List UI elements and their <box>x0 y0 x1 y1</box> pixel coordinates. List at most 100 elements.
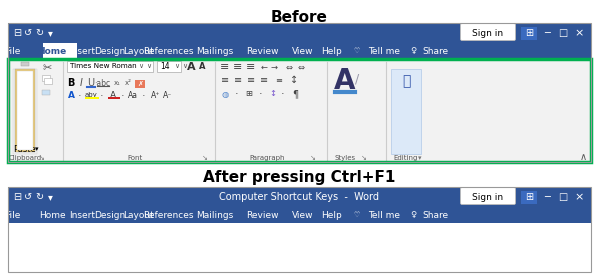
Bar <box>391 69 421 154</box>
Text: ·: · <box>121 91 125 101</box>
Text: A: A <box>110 90 116 100</box>
Text: ≡: ≡ <box>234 75 242 85</box>
Bar <box>17 71 33 150</box>
Text: ↘: ↘ <box>361 155 367 161</box>
Text: ≡: ≡ <box>247 75 255 85</box>
Text: ▾: ▾ <box>47 192 53 202</box>
Text: ♀: ♀ <box>410 210 416 220</box>
Text: Paste: Paste <box>14 145 37 153</box>
Bar <box>67 61 153 72</box>
Text: Share: Share <box>422 47 448 56</box>
Text: ¶: ¶ <box>292 89 298 99</box>
Text: ×: × <box>574 28 583 38</box>
Text: Insert: Insert <box>69 210 95 220</box>
Text: ·: · <box>142 91 146 101</box>
Bar <box>521 27 537 40</box>
Text: Review: Review <box>246 210 279 220</box>
Bar <box>8 43 591 59</box>
Text: ⊞: ⊞ <box>525 192 533 202</box>
Text: After pressing Ctrl+F1: After pressing Ctrl+F1 <box>203 170 395 185</box>
Bar <box>21 62 29 66</box>
Text: ⊟: ⊟ <box>13 28 21 38</box>
Text: ▾: ▾ <box>47 28 53 38</box>
Text: Share: Share <box>422 210 448 220</box>
Text: ◍: ◍ <box>222 90 229 98</box>
Bar <box>157 61 181 72</box>
Text: Styles: Styles <box>334 155 356 161</box>
Text: Home: Home <box>39 210 65 220</box>
Text: ─: ─ <box>544 28 550 38</box>
Text: Design: Design <box>95 47 126 56</box>
Text: ⇔: ⇔ <box>298 62 304 71</box>
Text: ≡: ≡ <box>221 75 229 85</box>
Text: ↕: ↕ <box>270 90 277 98</box>
Text: ≡: ≡ <box>276 76 283 85</box>
Text: View: View <box>292 47 314 56</box>
Text: x²: x² <box>125 80 132 86</box>
Text: A: A <box>68 92 74 100</box>
Text: □: □ <box>558 192 568 202</box>
Text: 14: 14 <box>160 62 170 71</box>
Text: ⊟: ⊟ <box>13 192 21 202</box>
Text: ∨: ∨ <box>146 64 152 69</box>
Text: 🔍: 🔍 <box>402 74 410 88</box>
Text: Insert: Insert <box>69 47 95 56</box>
Bar <box>8 23 591 162</box>
Text: ·: · <box>78 91 82 101</box>
Text: ↻: ↻ <box>35 28 43 38</box>
Text: ·: · <box>259 89 263 99</box>
Text: Mailings: Mailings <box>196 47 234 56</box>
Bar <box>15 69 35 152</box>
Text: ≡: ≡ <box>246 62 256 72</box>
Text: A⁺: A⁺ <box>152 90 161 100</box>
Text: Sign in: Sign in <box>473 193 504 201</box>
Text: ≡: ≡ <box>234 62 243 72</box>
Text: ∨: ∨ <box>138 64 144 69</box>
Text: B: B <box>67 78 75 88</box>
Text: Times New Roman: Times New Roman <box>70 64 137 69</box>
Text: ↺: ↺ <box>24 28 32 38</box>
Text: ·: · <box>235 89 239 99</box>
Text: □: □ <box>558 28 568 38</box>
Text: ♡: ♡ <box>354 212 360 218</box>
Text: A: A <box>334 67 356 95</box>
Text: Paragraph: Paragraph <box>249 155 285 161</box>
Text: Tell me: Tell me <box>368 47 400 56</box>
Text: ▾: ▾ <box>35 146 39 152</box>
Bar <box>8 59 591 162</box>
Text: →: → <box>271 62 277 71</box>
Text: x₁: x₁ <box>114 80 120 86</box>
Text: ·: · <box>100 91 104 101</box>
Text: A: A <box>187 61 195 71</box>
Bar <box>13 69 37 154</box>
Bar <box>8 207 591 223</box>
Text: ♡: ♡ <box>354 48 360 54</box>
Text: ♀: ♀ <box>410 47 416 56</box>
Text: Computer Shortcut Keys  -  Word: Computer Shortcut Keys - Word <box>219 192 379 202</box>
Text: Clipboard: Clipboard <box>8 155 41 161</box>
Text: ⇔: ⇔ <box>286 62 292 71</box>
Text: Home: Home <box>37 47 66 56</box>
Text: ≡: ≡ <box>220 62 229 72</box>
Text: ←: ← <box>261 62 268 71</box>
Bar <box>8 59 591 162</box>
Text: /: / <box>355 73 359 85</box>
Text: ▾: ▾ <box>418 155 422 161</box>
Text: ∧: ∧ <box>579 152 586 162</box>
Text: ↘: ↘ <box>202 155 208 161</box>
Text: File: File <box>5 47 21 56</box>
Text: ↘: ↘ <box>39 155 45 161</box>
Text: Editing: Editing <box>394 155 418 161</box>
Text: ↺: ↺ <box>24 192 32 202</box>
Text: Help: Help <box>320 47 341 56</box>
Bar <box>85 97 99 99</box>
Text: ⊞: ⊞ <box>525 28 533 38</box>
Text: Layout: Layout <box>123 210 155 220</box>
Text: Tell me: Tell me <box>368 210 400 220</box>
Text: ·: · <box>281 89 285 99</box>
Text: References: References <box>143 210 193 220</box>
Text: Before: Before <box>271 10 328 25</box>
Text: ✂: ✂ <box>43 63 52 73</box>
Bar <box>135 80 145 88</box>
FancyBboxPatch shape <box>461 187 516 205</box>
